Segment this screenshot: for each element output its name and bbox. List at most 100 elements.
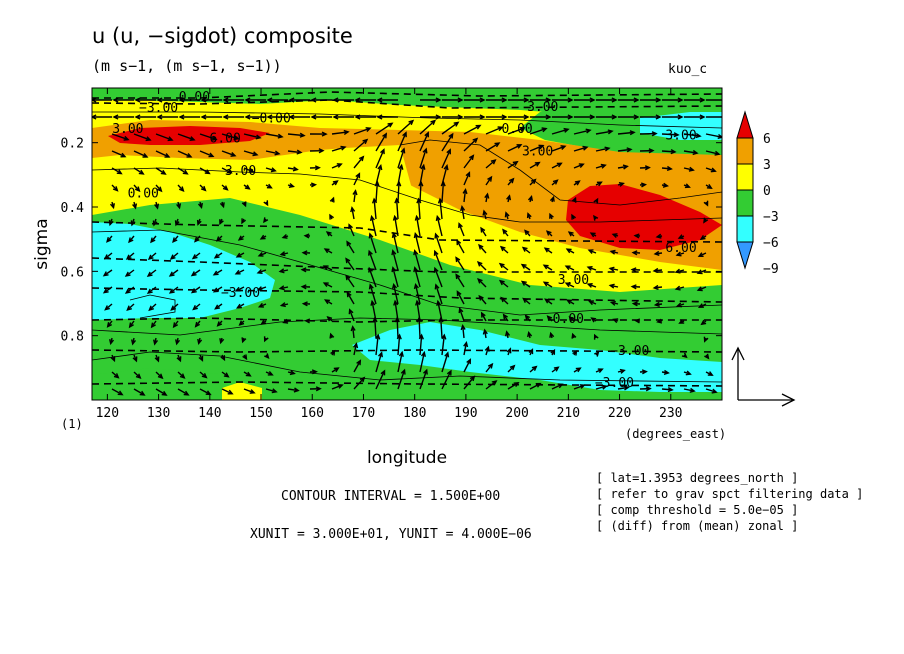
wind-vector-head [586,266,593,271]
wind-vector-head [241,218,247,225]
wind-vector-head [423,368,428,375]
wind-vector-head [358,155,365,162]
wind-vector-head [148,305,154,312]
wind-vector-head [494,142,501,148]
x-tick-label: 190 [454,406,477,421]
wind-vector-head [571,196,577,203]
wind-vector-head [446,369,452,376]
wind-vector-head [630,284,637,290]
wind-vector [368,267,377,288]
wind-vector-head [601,384,608,390]
wind-vector-head [132,356,138,363]
wind-vector-head [214,304,221,310]
wind-vector-head [541,127,548,133]
contour-label: 0.00 [553,312,584,327]
wind-vector-head [353,342,359,349]
wind-vector-head [142,153,149,158]
wind-vector-head [200,114,207,120]
region-upper-right-negative [520,98,722,160]
wind-vector-head [458,222,463,229]
wind-vector-head [611,233,618,239]
wind-vector-head [154,203,160,210]
wind-vector-head [655,97,662,103]
wind-vector [478,244,487,254]
wind-vector-head [279,302,286,308]
wind-vector-head [139,390,146,396]
wind-vector [353,377,365,390]
wind-vector-head [157,373,164,380]
wind-vector [111,133,129,141]
wind-vector-head [289,370,296,376]
wind-vector-head [156,186,163,193]
wind-vector-head [697,252,704,257]
wind-vector [499,280,509,288]
wind-vector-head [653,250,660,256]
wind-vector-head [260,319,267,325]
wind-vector-head [631,301,638,307]
wind-vector-head [692,149,699,156]
wind-vector [507,161,518,169]
contour-line [399,139,722,206]
wind-vector [243,388,255,394]
wind-vector-head [589,97,596,103]
wind-vector-head [677,234,684,239]
colorbar-label: −3 [763,210,779,225]
wind-vector-head [128,322,134,329]
wind-vector-head [201,373,208,379]
wind-vector-head [556,162,563,168]
wind-vector-head [546,315,553,321]
wind-vector [683,133,701,137]
wind-vector-head [169,254,176,260]
wind-vector-head [146,271,153,277]
wind-vector-head [513,381,520,387]
wind-vector-head [704,353,710,360]
wind-vector-head [372,316,378,323]
wind-vector-head [376,97,383,103]
region-bottom-positive [222,382,262,400]
wind-vector [133,167,144,175]
wind-vector [155,150,170,158]
wind-vector-head [288,114,295,120]
wind-vector-head [200,97,207,103]
wind-vector-head [156,97,163,103]
wind-vector-head [238,320,245,326]
x-tick-label: 130 [147,406,170,421]
wind-vector [177,167,188,175]
wind-vector [353,173,360,186]
chart-title: u (u, −sigdot) composite [92,24,353,48]
wind-vector-head [368,249,373,256]
wind-vector [397,369,406,390]
wind-vector-head [92,114,97,120]
wind-vector [434,233,443,254]
wind-vector-head [377,351,383,358]
wind-vector [551,383,563,390]
wind-vector-head [257,302,264,308]
wind-vector-head [329,196,335,203]
wind-vector-head [292,166,299,172]
wind-vector-head [564,282,571,288]
wind-vector-head [480,311,486,318]
wind-vector [177,133,195,141]
wind-vector-head [662,182,669,188]
wind-vector-head [498,279,505,286]
wind-vector-head [453,121,460,127]
wind-vector-head [109,203,115,210]
wind-vector-head [491,380,498,386]
contour-label: 3.00 [112,122,143,137]
wind-vector-head [575,367,582,373]
wind-vector-head [611,97,618,103]
wind-vector-head [213,253,220,259]
wind-vector [199,167,210,174]
wind-vector-head [174,220,180,227]
wind-vector-head [241,201,247,208]
wind-vector-head [506,194,512,201]
wind-vector-head [198,355,204,362]
wind-vector-head [278,268,285,274]
wind-vector-head [633,233,640,239]
wind-vector-head [110,356,116,363]
wind-vector-head [398,163,404,170]
contour-label: 3.00 [225,164,256,179]
contour-line [129,294,176,319]
wind-vector-head [656,318,663,324]
